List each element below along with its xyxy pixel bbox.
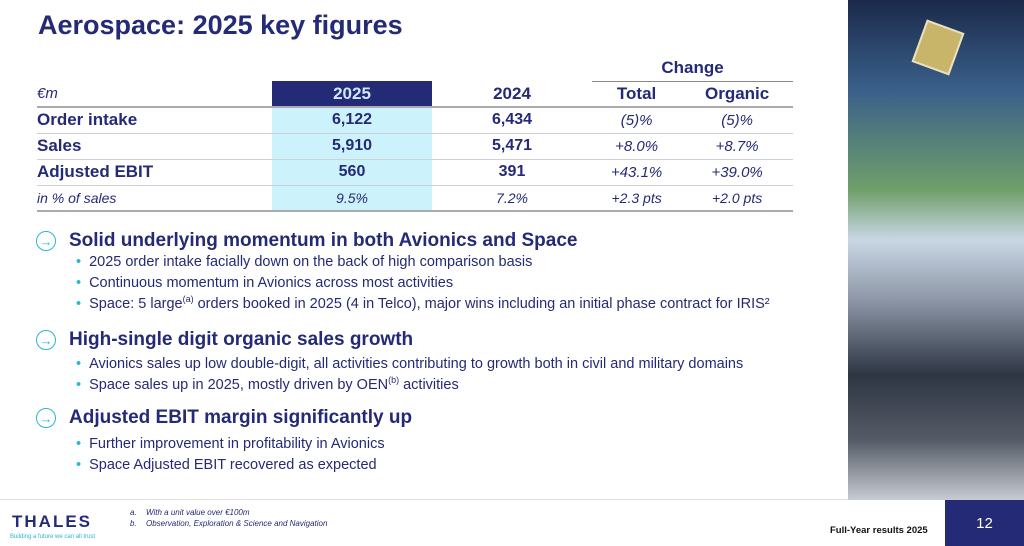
bullet: Avionics sales up low double-digit, all …: [76, 354, 743, 375]
key-figures-table: Change €m 2025 2024 Total Organic Order …: [37, 55, 793, 212]
bullet: Continuous momentum in Avionics across m…: [76, 273, 770, 294]
footnote-mark: b.: [130, 519, 137, 528]
table-row: Adjusted EBIT 560 391 +43.1% +39.0%: [37, 159, 793, 186]
footer-divider: [0, 499, 848, 500]
cell: 391: [432, 159, 592, 186]
cell: 6,434: [432, 107, 592, 134]
footer-title: Full-Year results 2025: [830, 525, 928, 536]
bullet: Space: 5 large(a) orders booked in 2025 …: [76, 294, 770, 315]
bullet: Space sales up in 2025, mostly driven by…: [76, 375, 743, 396]
cell: 6,122: [272, 107, 432, 134]
cell: +39.0%: [681, 159, 793, 186]
footnotes: a. With a unit value over €100m b. Observa…: [130, 507, 327, 529]
section-heading: High-single digit organic sales growth: [69, 329, 414, 350]
table-row: in % of sales 9.5% 7.2% +2.3 pts +2.0 pt…: [37, 185, 793, 212]
col-total: Total: [592, 81, 682, 108]
row-label: Sales: [37, 133, 272, 160]
unit-header: €m: [37, 81, 272, 108]
cell: +8.7%: [681, 133, 793, 160]
col-2025: 2025: [272, 81, 432, 108]
cell: 5,910: [272, 133, 432, 160]
section-heading: Adjusted EBIT margin significantly up: [69, 407, 413, 428]
cell: (5)%: [592, 107, 682, 134]
cell: 7.2%: [432, 185, 592, 212]
tagline: Building a future we can all trust: [10, 534, 96, 540]
arrow-circle-icon: →: [36, 231, 56, 251]
section-momentum: → Solid underlying momentum in both Avion…: [36, 230, 770, 315]
row-label: Adjusted EBIT: [37, 159, 272, 186]
bullet-text: orders booked in 2025 (4 in Telco), majo…: [193, 296, 770, 312]
footnote-ref: (a): [182, 294, 194, 305]
footnote-text: With a unit value over €100m: [146, 508, 250, 517]
arrow-circle-icon: →: [36, 408, 56, 428]
bullet-text: Space: 5 large: [89, 296, 183, 312]
section-heading: Solid underlying momentum in both Avioni…: [69, 230, 578, 251]
footnote-ref: (b): [388, 375, 400, 386]
cell: +2.0 pts: [681, 185, 793, 212]
change-header: Change: [592, 55, 793, 82]
bullet-text: Space sales up in 2025, mostly driven by…: [89, 377, 389, 393]
page-number: 12: [945, 500, 1024, 546]
page-title: Aerospace: 2025 key figures: [38, 10, 403, 40]
cell: (5)%: [681, 107, 793, 134]
cell: 5,471: [432, 133, 592, 160]
row-label: in % of sales: [37, 185, 272, 212]
cell: +43.1%: [592, 159, 682, 186]
footnote-mark: a.: [130, 508, 137, 517]
bullet: 2025 order intake facially down on the b…: [76, 252, 770, 273]
footnote-text: Observation, Exploration & Science and N…: [146, 519, 328, 528]
arrow-circle-icon: →: [36, 330, 56, 350]
col-organic: Organic: [681, 81, 793, 108]
section-ebit-margin: → Adjusted EBIT margin significantly up F…: [36, 407, 412, 476]
col-2024: 2024: [432, 81, 592, 108]
cell: 560: [272, 159, 432, 186]
table-row: Order intake 6,122 6,434 (5)% (5)%: [37, 107, 793, 134]
aerospace-photo: [848, 0, 1024, 500]
thales-logo: THALES: [12, 512, 92, 531]
satellite-image: [911, 19, 965, 76]
section-sales-growth: → High-single digit organic sales growth …: [36, 329, 743, 396]
cell: +2.3 pts: [592, 185, 682, 212]
bullet: Further improvement in profitability in …: [76, 434, 412, 455]
table-row: Sales 5,910 5,471 +8.0% +8.7%: [37, 133, 793, 160]
cell: 9.5%: [272, 185, 432, 212]
cell: +8.0%: [592, 133, 682, 160]
bullet-text: activities: [399, 377, 459, 393]
bullet: Space Adjusted EBIT recovered as expecte…: [76, 455, 412, 476]
row-label: Order intake: [37, 107, 272, 134]
